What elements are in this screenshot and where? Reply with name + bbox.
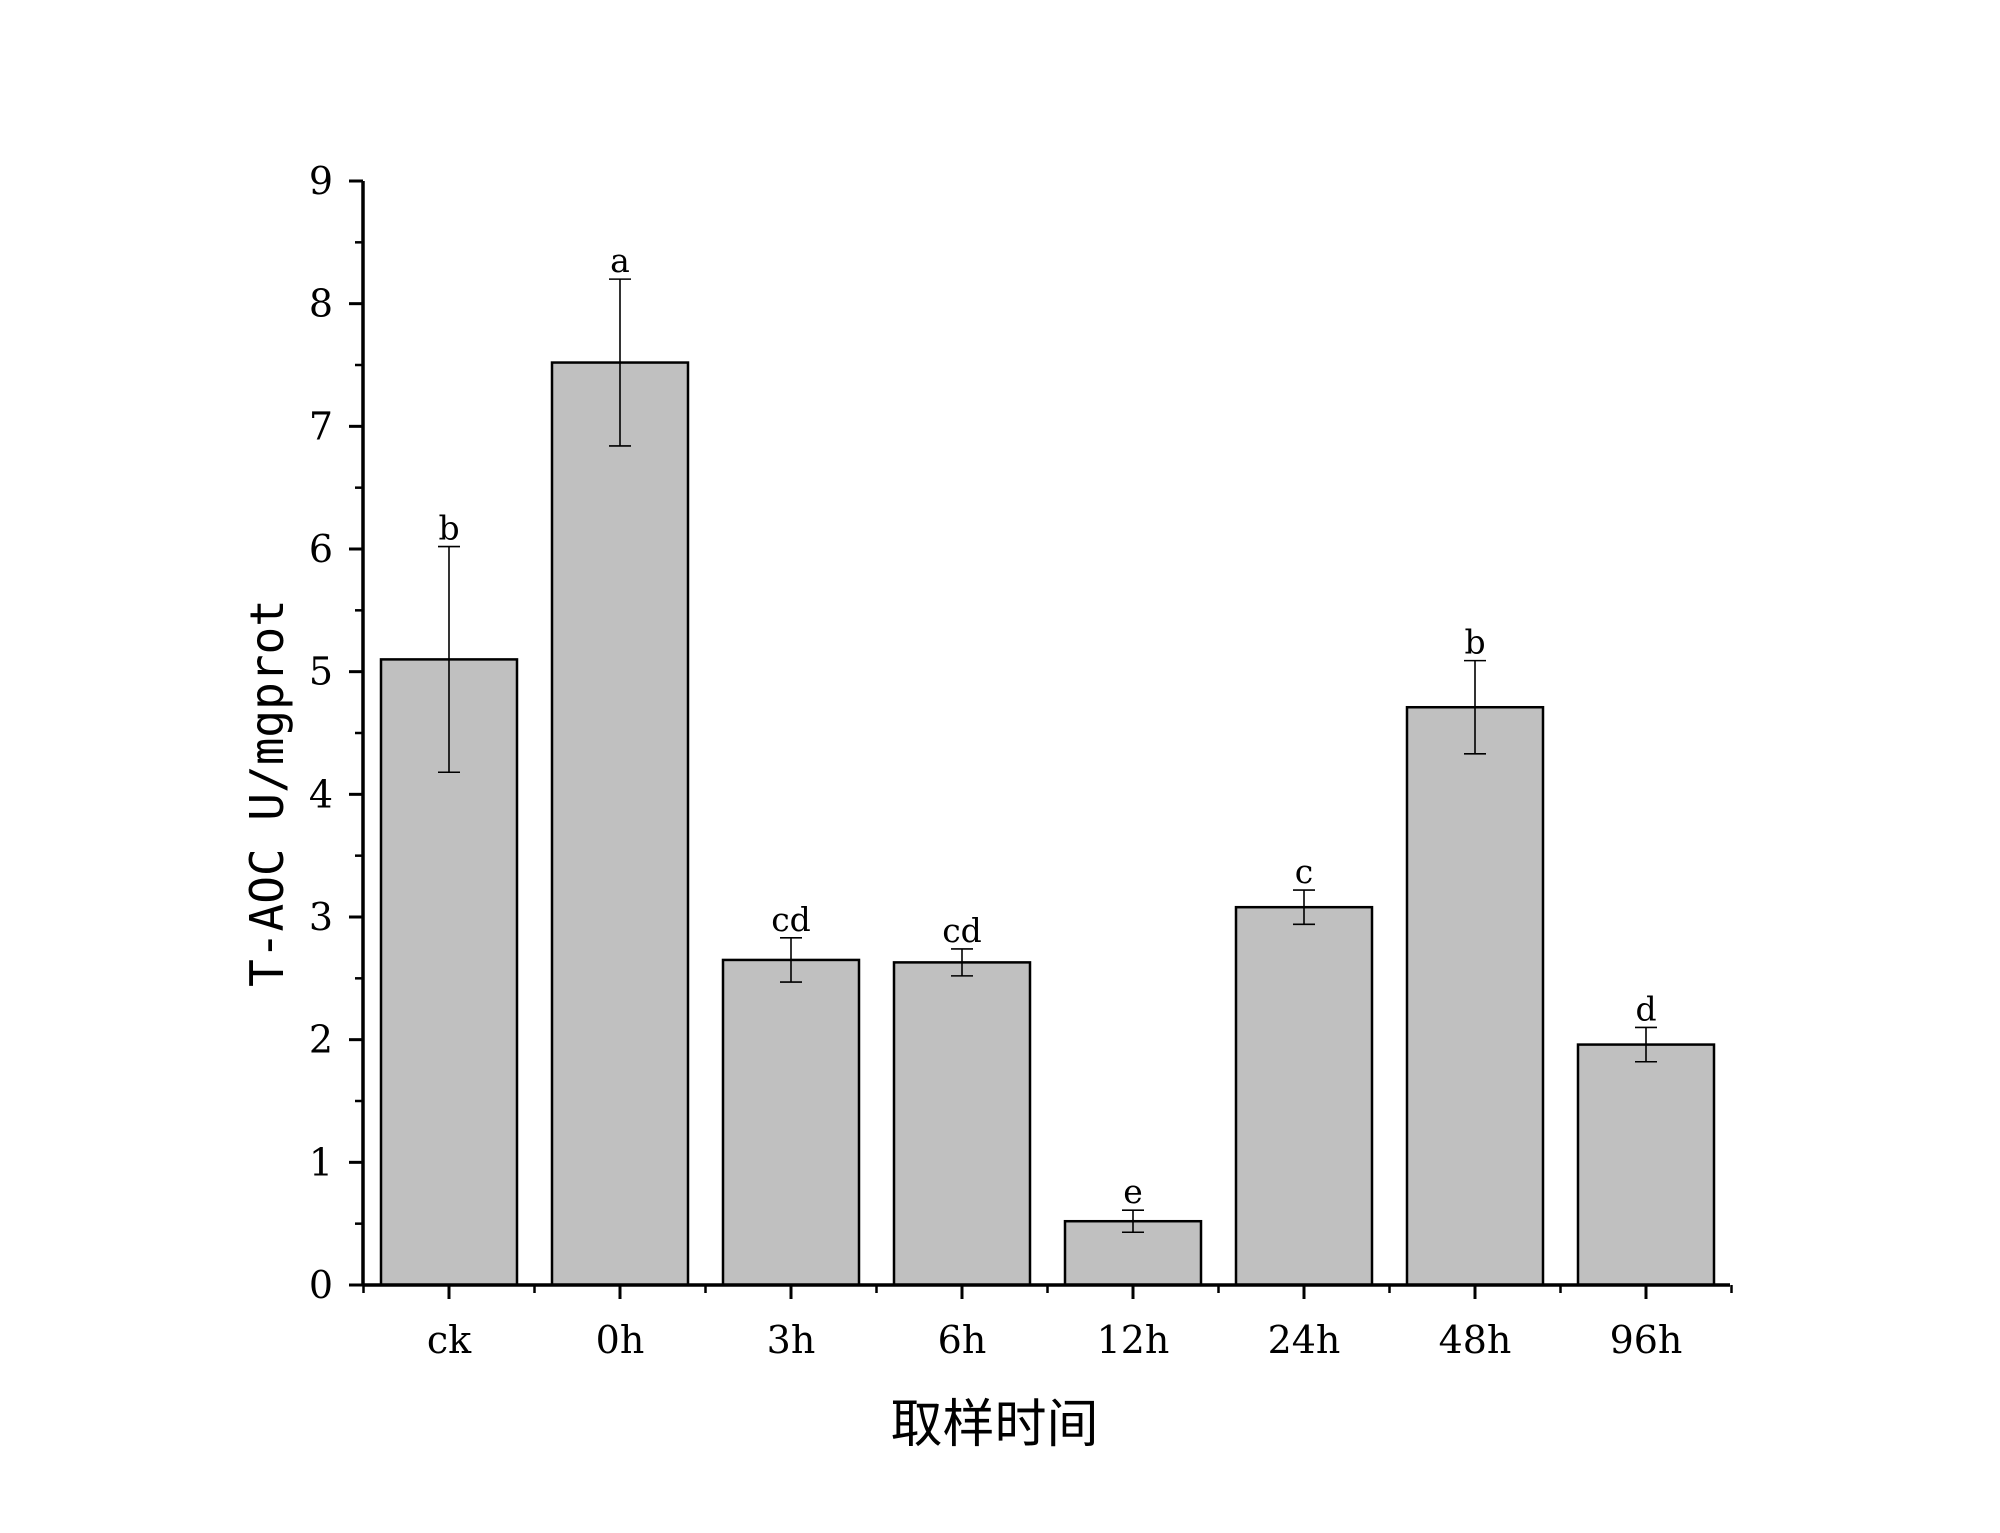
x-tick-label-48h: 48h (1439, 1318, 1512, 1362)
bar-6h (892, 961, 1032, 1287)
y-tick-label-2: 2 (309, 1018, 333, 1062)
bar-24h (1234, 905, 1374, 1287)
bar-0h (550, 361, 690, 1287)
y-tick-label-4: 4 (309, 772, 333, 816)
y-tick-label-9: 9 (309, 159, 333, 203)
y-tick-label-3: 3 (309, 895, 333, 939)
y-tick-label-7: 7 (309, 404, 333, 448)
significance-label-12h: e (1123, 1172, 1143, 1211)
significance-label-96h: d (1635, 989, 1656, 1028)
significance-label-ck: b (438, 509, 459, 548)
y-tick-label-8: 8 (309, 282, 333, 326)
x-tick-label-24h: 24h (1268, 1318, 1341, 1362)
y-tick-label-6: 6 (309, 527, 333, 571)
bars-group (379, 361, 1716, 1287)
bar-48h (1405, 705, 1545, 1287)
x-tick-label-ck: ck (427, 1318, 472, 1362)
x-tick-label-96h: 96h (1610, 1318, 1683, 1362)
significance-label-0h: a (610, 241, 630, 280)
significance-label-6h: cd (942, 911, 982, 950)
y-tick-label-0: 0 (309, 1263, 333, 1307)
bar-96h (1576, 1043, 1716, 1287)
significance-label-24h: c (1295, 852, 1313, 891)
significance-labels-group: b a cd cd e c b d (438, 241, 1656, 1211)
bar-3h (721, 958, 861, 1287)
x-tick-label-0h: 0h (596, 1318, 645, 1362)
y-axis-title: T-AOC U/mgprot (240, 599, 294, 987)
axes-group: ck 0h 3h 6h 12h 24h 48h 96h 0 1 2 3 4 5 6 7 8 9 (309, 159, 1733, 1362)
y-tick-label-1: 1 (309, 1140, 333, 1184)
x-axis-title: 取样时间 (890, 1395, 1098, 1455)
error-bars-group (438, 278, 1657, 1234)
x-tick-label-12h: 12h (1097, 1318, 1170, 1362)
significance-label-3h: cd (771, 900, 811, 939)
y-tick-label-5: 5 (309, 650, 333, 694)
significance-label-48h: b (1464, 623, 1485, 662)
x-tick-label-3h: 3h (767, 1318, 816, 1362)
x-tick-label-6h: 6h (938, 1318, 987, 1362)
